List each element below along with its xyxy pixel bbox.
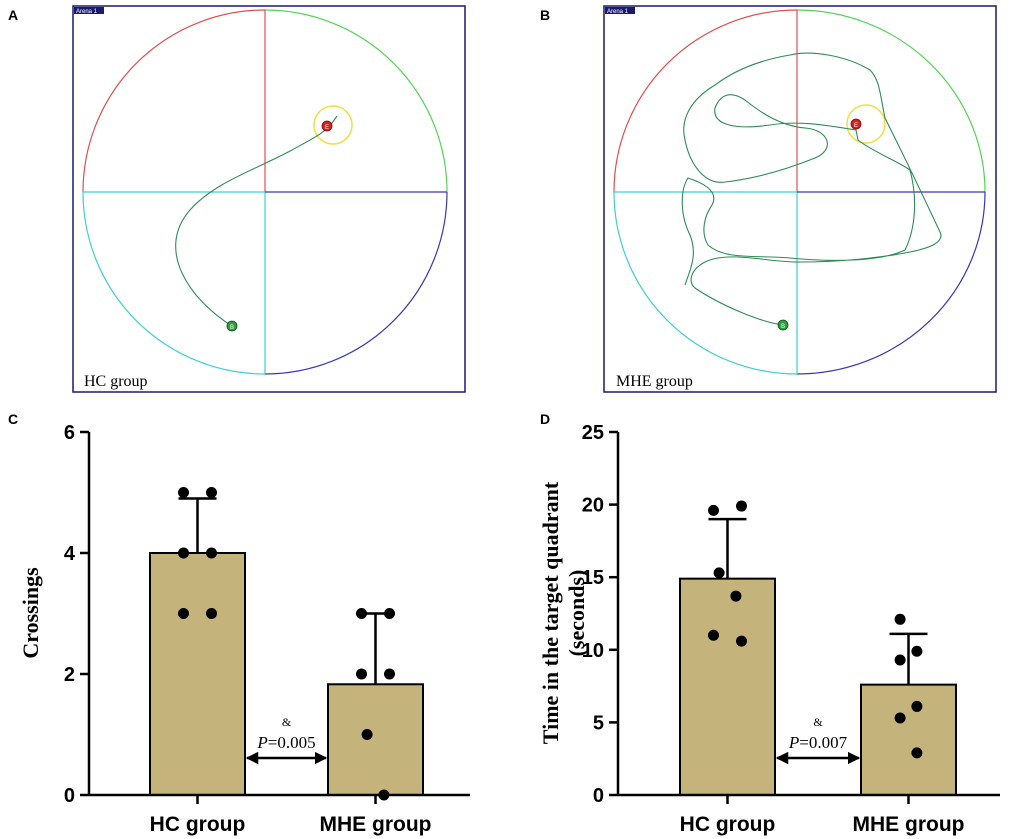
panel-b-arena-tag <box>605 7 635 14</box>
chart-c-y-label: Crossings <box>18 567 43 659</box>
panel-a: A Arena 1 B E HC group <box>8 5 466 393</box>
chart-c-bar-1 <box>149 552 246 796</box>
chart-d-y-tick-label: 10 <box>582 640 604 662</box>
chart-d-data-point <box>911 747 923 759</box>
chart-c-y-tick-label: 6 <box>64 422 75 444</box>
chart-c-x-tick-label: MHE group <box>320 813 432 836</box>
arena-a-start-marker <box>226 320 238 332</box>
chart-c-x-tick-label: HC group <box>150 813 246 836</box>
chart-c-data-point <box>206 487 217 498</box>
chart-d-data-point <box>894 712 906 724</box>
chart-d-data-point <box>736 500 747 512</box>
arena-b-end-label: E <box>854 123 858 129</box>
arena-a-quadrant-se <box>264 191 448 375</box>
chart-d-data-point <box>894 654 906 666</box>
chart-d-significance-symbol: & <box>813 715 823 729</box>
arena-b-quadrant-ne <box>796 9 986 193</box>
arena-b-end-marker <box>850 118 862 130</box>
arena-b-platform <box>846 104 886 144</box>
chart-d-x-tick-label: HC group <box>680 813 776 836</box>
arena-a-quadrant-ne <box>264 9 448 193</box>
chart-c-data-point <box>206 608 217 619</box>
panel-a-group-label: HC group <box>84 373 148 390</box>
chart-d-y-tick-label: 15 <box>582 567 604 589</box>
arena-b-start-label: B <box>781 324 785 330</box>
chart-d-data-point <box>736 635 747 647</box>
chart-d-data-point <box>730 590 742 602</box>
chart-c-data-point <box>178 608 189 619</box>
arena-a-start-label: B <box>230 325 234 331</box>
arena-b-swim-track <box>681 52 942 326</box>
chart-c-bar-2 <box>327 683 424 796</box>
panel-a-arena-tag <box>74 7 104 14</box>
chart-d-data-point <box>713 567 725 579</box>
chart-c-data-point <box>206 547 217 559</box>
chart-d-y-tick-label: 0 <box>593 785 604 807</box>
chart-d-y-tick-label: 25 <box>582 422 604 444</box>
chart-c-data-point <box>361 729 373 740</box>
arena-b-start-marker <box>777 319 789 331</box>
chart-c-data-point <box>356 608 367 619</box>
chart-d-y-tick-label: 20 <box>582 495 604 517</box>
panel-b: B Arena 1 B E MHE group <box>540 5 997 393</box>
chart-d-y-label-2: (seconds) <box>564 570 589 657</box>
chart-d-data-point <box>894 613 906 625</box>
chart-d-y-tick-label: 5 <box>593 712 604 734</box>
chart-c-y-tick-label: 2 <box>64 664 75 686</box>
panel-c-letter: C <box>8 411 18 427</box>
panel-a-frame <box>72 5 466 393</box>
panel-d-letter: D <box>540 411 550 427</box>
arena-a-swim-track <box>175 115 338 327</box>
chart-c-data-point <box>356 668 367 680</box>
chart-d-time-in-target-quadrant: 0 5 10 15 20 25 HC group MHE group Time in the t… <box>538 422 1000 836</box>
panel-a-letter: A <box>8 7 18 23</box>
arena-a-end-marker <box>321 120 333 132</box>
chart-d-data-point <box>708 504 719 516</box>
arena-a-platform <box>313 105 353 145</box>
chart-c-y-tick-label: 0 <box>64 785 75 807</box>
arena-b-quadrant-se <box>796 191 986 375</box>
chart-d-x-tick-label: MHE group <box>853 813 965 836</box>
chart-c-crossings: 0 2 4 6 HC group MHE group Crossings & P=0.005 <box>18 422 470 836</box>
panel-b-letter: B <box>540 7 550 23</box>
panel-b-group-label: MHE group <box>616 373 693 390</box>
chart-c-data-point <box>178 487 189 498</box>
chart-d-bar-1 <box>679 577 776 796</box>
chart-d-bar-2 <box>860 683 957 797</box>
arena-a-quadrant-sw <box>82 191 266 375</box>
chart-d-data-point <box>911 645 923 657</box>
chart-c-data-point <box>384 668 395 680</box>
arena-b-quadrant-nw <box>613 9 798 193</box>
chart-c-data-point <box>178 547 189 559</box>
chart-d-y-label: Time in the target quadrant <box>538 481 563 744</box>
chart-d-p-value: P=0.007 <box>788 733 848 752</box>
arena-b-quadrant-sw <box>613 191 798 375</box>
chart-d-data-point <box>911 700 923 712</box>
chart-c-data-point <box>384 608 395 619</box>
chart-c-significance-symbol: & <box>282 715 292 729</box>
chart-c-p-value: P=0.005 <box>256 733 315 752</box>
panel-b-frame <box>603 5 997 393</box>
panel-b-arena-label: Arena 1 <box>607 9 629 15</box>
arena-a-quadrant-nw <box>82 9 266 193</box>
panel-a-arena-label: Arena 1 <box>76 9 98 15</box>
arena-a-end-label: E <box>325 125 329 131</box>
chart-c-y-tick-label: 4 <box>64 543 76 565</box>
chart-d-data-point <box>708 629 719 641</box>
